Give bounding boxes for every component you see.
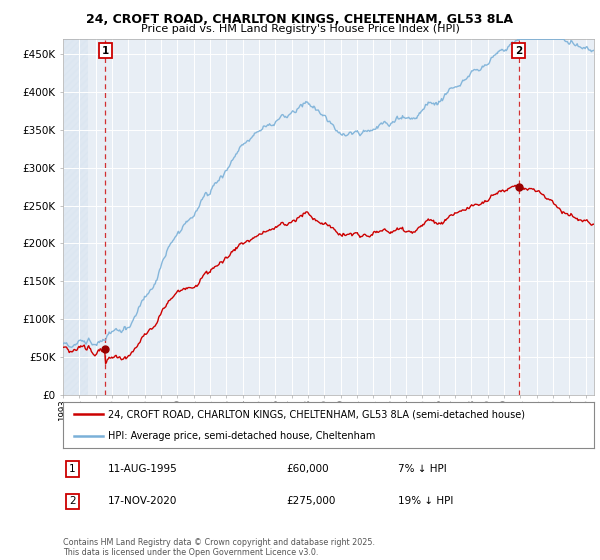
Text: 24, CROFT ROAD, CHARLTON KINGS, CHELTENHAM, GL53 8LA: 24, CROFT ROAD, CHARLTON KINGS, CHELTENH… [86,13,514,26]
Text: 17-NOV-2020: 17-NOV-2020 [108,496,178,506]
Text: 11-AUG-1995: 11-AUG-1995 [108,464,178,474]
Text: 2: 2 [69,496,76,506]
Text: HPI: Average price, semi-detached house, Cheltenham: HPI: Average price, semi-detached house,… [108,431,376,441]
Text: Price paid vs. HM Land Registry's House Price Index (HPI): Price paid vs. HM Land Registry's House … [140,24,460,34]
Text: £275,000: £275,000 [286,496,335,506]
Text: 2: 2 [515,45,523,55]
Text: Contains HM Land Registry data © Crown copyright and database right 2025.
This d: Contains HM Land Registry data © Crown c… [63,538,375,557]
Text: 1: 1 [69,464,76,474]
Text: 7% ↓ HPI: 7% ↓ HPI [398,464,446,474]
Text: 19% ↓ HPI: 19% ↓ HPI [398,496,453,506]
Text: £60,000: £60,000 [286,464,329,474]
Text: 1: 1 [102,45,109,55]
Text: 24, CROFT ROAD, CHARLTON KINGS, CHELTENHAM, GL53 8LA (semi-detached house): 24, CROFT ROAD, CHARLTON KINGS, CHELTENH… [108,409,525,419]
